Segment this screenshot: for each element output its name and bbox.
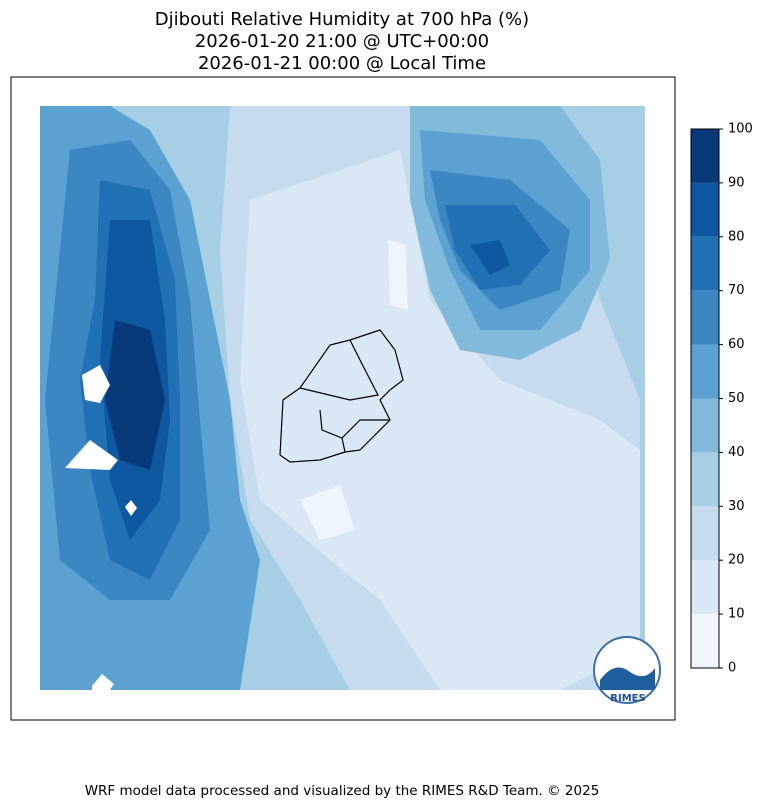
contour (240, 150, 640, 690)
colorbar-segment (691, 290, 719, 345)
colorbar-tick-label: 20 (728, 553, 745, 568)
colorbar-tick-label: 70 (728, 283, 745, 298)
title-line: 2026-01-20 21:00 @ UTC+00:00 (195, 31, 489, 52)
colorbar-segment (691, 182, 719, 237)
title-line: Djibouti Relative Humidity at 700 hPa (%… (155, 9, 529, 30)
footer: WRF model data processed and visualized … (85, 783, 600, 799)
contour (300, 485, 355, 540)
colorbar-tick-label: 0 (728, 661, 736, 676)
colorbar-segment (691, 614, 719, 668)
colorbar-segment (691, 344, 719, 399)
colorbar-tick-label: 50 (728, 391, 745, 406)
humidity-field (40, 106, 645, 690)
colorbar-segment (691, 560, 719, 615)
colorbar-tick-label: 90 (728, 175, 745, 190)
contour (388, 240, 408, 310)
colorbar-tick-label: 30 (728, 499, 745, 514)
colorbar-tick-label: 100 (728, 122, 753, 137)
colorbar-tick-label: 60 (728, 337, 745, 352)
colorbar-segment (691, 452, 719, 507)
contour (105, 320, 165, 470)
colorbar-tick-label: 80 (728, 229, 745, 244)
colorbar: 0 10 20 30 40 50 60 70 80 90 100 (690, 122, 753, 676)
logo-wave (600, 667, 655, 690)
colorbar-segment (691, 129, 719, 183)
logo-text: RIMES (610, 693, 645, 704)
logo: RIMES (593, 636, 661, 704)
no-data (125, 500, 137, 516)
no-data (65, 440, 118, 470)
no-data (92, 674, 114, 690)
contour (470, 240, 510, 275)
country-border (279, 329, 404, 463)
region-border (341, 437, 346, 453)
colorbar-segment (691, 398, 719, 453)
titles: Djibouti Relative Humidity at 700 hPa (%… (155, 9, 529, 74)
title-line: 2026-01-21 00:00 @ Local Time (198, 53, 486, 74)
colorbar-tick-label: 40 (728, 445, 745, 460)
region-border (299, 339, 379, 401)
no-data (82, 365, 110, 403)
djibouti-borders (279, 329, 404, 463)
colorbar-segment (691, 236, 719, 291)
colorbar-tick-label: 10 (728, 607, 745, 622)
colorbar-segment (691, 506, 719, 561)
